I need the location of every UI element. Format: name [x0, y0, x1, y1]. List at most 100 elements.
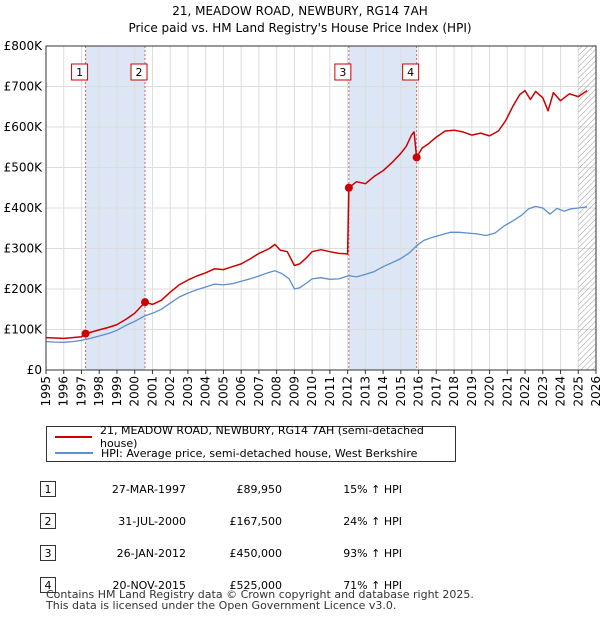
sale-number-cell: 3 [40, 537, 76, 569]
sale-hpi-change: 15% ↑ HPI [343, 482, 402, 496]
x-tick-label: 2026 [589, 376, 600, 407]
sale-box-3 [334, 63, 352, 81]
chart-title: 21, MEADOW ROAD, NEWBURY, RG14 7AH [172, 4, 428, 18]
sale-hpi-change-cell: 15% ↑ HPI [282, 473, 402, 505]
sale-price-cell: £167,500 [212, 505, 283, 537]
x-tick-label: 2013 [358, 376, 372, 407]
x-tick-label: 2023 [536, 376, 550, 407]
x-tick-label: 1997 [74, 376, 88, 407]
y-tick-label: £100K [4, 323, 44, 337]
x-tick-label: 2020 [483, 376, 497, 407]
legend: 21, MEADOW ROAD, NEWBURY, RG14 7AH (semi… [46, 424, 456, 462]
sale-number: 4 [40, 577, 56, 593]
sale-date-cell: 20-NOV-2015 [76, 569, 212, 601]
sale-point-1 [81, 329, 90, 338]
footer-line-2: This data is licensed under the Open Gov… [46, 599, 397, 612]
x-tick-label: 2025 [571, 376, 585, 407]
sale-number-cell: 1 [40, 473, 76, 505]
sale-hpi-change-cell: 71% ↑ HPI [282, 569, 402, 601]
y-tick-label: £800K [4, 39, 44, 53]
x-tick-label: 1996 [57, 376, 71, 407]
x-tick-label: 2024 [554, 376, 568, 407]
sale-hpi-change-cell: 24% ↑ HPI [282, 505, 402, 537]
x-tick-label: 2011 [323, 376, 337, 407]
sale-point-3 [344, 183, 353, 192]
x-tick-label: 1999 [110, 376, 124, 407]
x-tick-label: 2016 [412, 376, 426, 407]
x-tick-label: 2003 [181, 376, 195, 407]
footer-line-1: Contains HM Land Registry data © Crown c… [46, 588, 474, 601]
y-tick-label: £700K [4, 80, 44, 94]
price-chart: 1 2 3 4 £0 £100K £200K £300K £400K £500K £600K £70… [4, 39, 600, 407]
sale-box-1 [71, 63, 89, 81]
y-tick-label: £200K [4, 282, 44, 296]
sale-point-4 [412, 153, 421, 162]
legend-swatch-hpi [55, 452, 93, 454]
plot-frame [45, 45, 597, 371]
x-tick-label: 2015 [394, 376, 408, 407]
chart-subtitle: Price paid vs. HM Land Registry's House … [128, 21, 472, 35]
x-tick-label: 2005 [216, 376, 230, 407]
table-row: 2 31-JUL-2000 £167,500 24% ↑ HPI [40, 505, 402, 537]
table-row: 4 20-NOV-2015 £525,000 71% ↑ HPI [40, 569, 402, 601]
sale-point-2 [141, 298, 149, 307]
footer: Contains HM Land Registry data © Crown c… [46, 589, 474, 611]
x-tick-label: 2010 [305, 376, 319, 407]
sale-number: 2 [40, 513, 56, 529]
x-tick-label: 2021 [500, 376, 514, 407]
table-row: 3 26-JAN-2012 £450,000 93% ↑ HPI [40, 537, 402, 569]
projection-hatch [578, 46, 596, 370]
sale-date: 27-MAR-1997 [111, 482, 186, 496]
sale-hpi-change: 71% ↑ HPI [343, 578, 402, 592]
x-tick-label: 2009 [287, 376, 301, 407]
sale-date: 26-JAN-2012 [116, 546, 186, 560]
x-tick-label: 2018 [447, 376, 461, 407]
table-row: 1 27-MAR-1997 £89,950 15% ↑ HPI [40, 473, 402, 505]
x-tick-label: 1995 [39, 376, 53, 407]
sale-price: £525,000 [229, 578, 283, 592]
x-tick-label: 2006 [234, 376, 248, 407]
sale-number-cell: 2 [40, 505, 76, 537]
y-tick-label: £400K [4, 201, 44, 215]
y-tick-label: £600K [4, 120, 44, 134]
sale-date-cell: 26-JAN-2012 [76, 537, 212, 569]
x-tick-label: 2001 [145, 376, 159, 407]
legend-swatch-property [55, 436, 92, 438]
sale-hpi-change: 24% ↑ HPI [343, 514, 402, 528]
legend-item-property: 21, MEADOW ROAD, NEWBURY, RG14 7AH (semi… [55, 424, 455, 450]
sale-price-cell: £525,000 [212, 569, 283, 601]
sale-number: 3 [40, 545, 56, 561]
y-tick-label: £500K [4, 161, 44, 175]
x-tick-label: 2017 [429, 376, 443, 407]
y-tick-label: £0 [27, 363, 42, 377]
x-tick-label: 2004 [199, 376, 213, 407]
legend-label-hpi: HPI: Average price, semi-detached house,… [101, 446, 418, 460]
sale-box-label-4: 4 [407, 66, 414, 79]
sale-box-2 [130, 63, 148, 81]
sale-hpi-change-cell: 93% ↑ HPI [282, 537, 402, 569]
x-tick-label: 2019 [465, 376, 479, 407]
sale-price: £167,500 [229, 514, 283, 528]
sale-price-cell: £450,000 [212, 537, 283, 569]
y-tick-label: £300K [4, 242, 44, 256]
sale-date-cell: 31-JUL-2000 [76, 505, 212, 537]
sale-box-4 [402, 63, 420, 81]
sale-date: 20-NOV-2015 [112, 578, 186, 592]
x-tick-label: 2012 [341, 376, 355, 407]
sale-number: 1 [40, 481, 56, 497]
sale-date: 31-JUL-2000 [118, 514, 186, 528]
sales-table: 1 27-MAR-1997 £89,950 15% ↑ HPI 2 31-JUL-2000… [40, 473, 402, 601]
x-tick-label: 2000 [128, 376, 142, 407]
x-tick-label: 2014 [376, 376, 390, 407]
legend-label-property: 21, MEADOW ROAD, NEWBURY, RG14 7AH (semi… [99, 424, 424, 450]
sale-price: £89,950 [236, 482, 283, 496]
legend-item-hpi: HPI: Average price, semi-detached house,… [55, 445, 417, 461]
x-tick-label: 2022 [518, 376, 532, 407]
sale-number-cell: 4 [40, 569, 76, 601]
x-tick-label: 2002 [163, 376, 177, 407]
series-line-hpi [45, 205, 588, 343]
x-tick-label: 1998 [92, 376, 106, 407]
sale-box-label-3: 3 [339, 66, 346, 79]
sale-box-label-2: 2 [136, 66, 143, 79]
x-tick-label: 2007 [252, 376, 266, 407]
